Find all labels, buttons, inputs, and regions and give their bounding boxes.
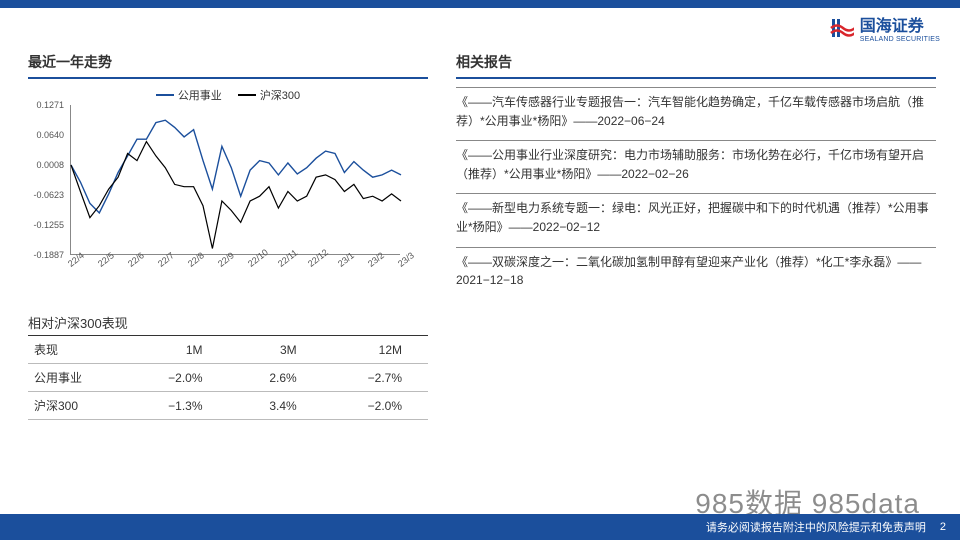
col-header: 表现 <box>28 336 123 364</box>
left-column: 最近一年走势 公用事业 沪深300 0.1271 0.0640 0.0008 -0.0… <box>28 52 428 420</box>
table-cell: −2.0% <box>123 364 228 392</box>
footer: 请务必阅读报告附注中的风险提示和免责声明 2 <box>0 514 960 540</box>
reports-title: 相关报告 <box>456 52 936 79</box>
page-number: 2 <box>940 521 946 533</box>
report-item: 《——双碳深度之一：二氧化碳加氢制甲醇有望迎来产业化（推荐）*化工*李永磊》——… <box>456 247 936 290</box>
y-axis: 0.12710.06400.0008-0.0623-0.1255-0.1887 <box>28 105 68 255</box>
content: 最近一年走势 公用事业 沪深300 0.1271 0.0640 0.0008 -0.0… <box>0 8 960 420</box>
trend-chart: 0.12710.06400.0008-0.0623-0.1255-0.1887 … <box>28 105 408 285</box>
report-item: 《——汽车传感器行业专题报告一：汽车智能化趋势确定，千亿车载传感器市场启航（推荐… <box>456 87 936 130</box>
right-column: 相关报告 《——汽车传感器行业专题报告一：汽车智能化趋势确定，千亿车载传感器市场… <box>456 52 936 420</box>
table-cell: −2.0% <box>323 392 428 420</box>
table-row: 沪深300−1.3%3.4%−2.0% <box>28 392 428 420</box>
sealand-logo-icon <box>830 16 854 40</box>
table-title: 相对沪深300表现 <box>28 313 428 336</box>
col-header: 3M <box>229 336 323 364</box>
col-header: 1M <box>123 336 228 364</box>
y-tick-label: 0.0640 <box>36 130 64 140</box>
legend-label: 公用事业 <box>178 87 222 103</box>
legend-swatch <box>238 94 256 96</box>
chart-legend: 公用事业 沪深300 <box>28 87 428 103</box>
legend-item: 沪深300 <box>238 87 300 103</box>
y-tick-label: 0.1271 <box>36 100 64 110</box>
report-list: 《——汽车传感器行业专题报告一：汽车智能化趋势确定，千亿车载传感器市场启航（推荐… <box>456 87 936 290</box>
y-tick-label: -0.0623 <box>33 190 64 200</box>
series-line <box>71 120 401 213</box>
table-cell: 3.4% <box>229 392 323 420</box>
y-tick-label: 0.0008 <box>36 160 64 170</box>
report-item: 《——新型电力系统专题一：绿电：风光正好，把握碳中和下的时代机遇（推荐）*公用事… <box>456 193 936 236</box>
y-tick-label: -0.1255 <box>33 220 64 230</box>
series-line <box>71 142 401 249</box>
table-row: 公用事业−2.0%2.6%−2.7% <box>28 364 428 392</box>
disclaimer: 请务必阅读报告附注中的风险提示和免责声明 <box>706 519 926 535</box>
table-cell: −1.3% <box>123 392 228 420</box>
logo-text-cn: 国海证券 <box>860 12 940 36</box>
table-cell: 公用事业 <box>28 364 123 392</box>
legend-item: 公用事业 <box>156 87 222 103</box>
x-axis: 22/422/522/622/722/822/922/1022/1122/122… <box>70 257 400 283</box>
plot-area <box>70 105 400 255</box>
legend-swatch <box>156 94 174 96</box>
y-tick-label: -0.1887 <box>33 250 64 260</box>
logo: 国海证券 SEALAND SECURITIES <box>830 12 940 43</box>
top-bar <box>0 0 960 8</box>
trend-title: 最近一年走势 <box>28 52 428 79</box>
table-cell: 沪深300 <box>28 392 123 420</box>
table-cell: 2.6% <box>229 364 323 392</box>
table-cell: −2.7% <box>323 364 428 392</box>
legend-label: 沪深300 <box>260 87 300 103</box>
report-item: 《——公用事业行业深度研究：电力市场辅助服务：市场化势在必行，千亿市场有望开启（… <box>456 140 936 183</box>
table-header-row: 表现 1M 3M 12M <box>28 336 428 364</box>
performance-table: 表现 1M 3M 12M 公用事业−2.0%2.6%−2.7%沪深300−1.3… <box>28 336 428 420</box>
col-header: 12M <box>323 336 428 364</box>
logo-text-en: SEALAND SECURITIES <box>860 36 940 43</box>
